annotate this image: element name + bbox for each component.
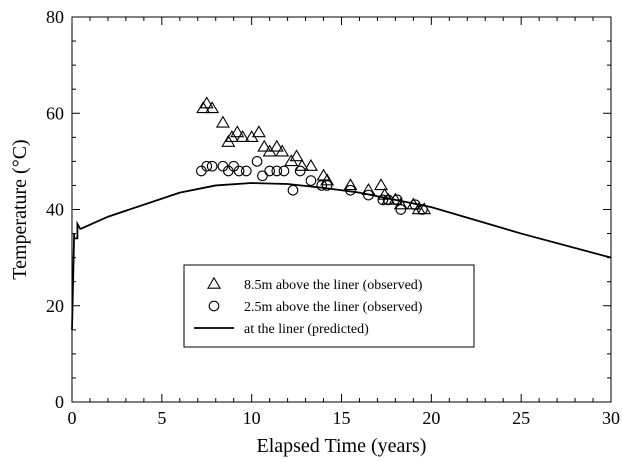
circle-point xyxy=(240,165,252,177)
circle-point xyxy=(377,194,389,206)
predicted-line xyxy=(71,182,612,330)
series-1 xyxy=(196,156,428,215)
circle-point xyxy=(271,165,283,177)
triangle-point xyxy=(230,125,245,138)
circle-point xyxy=(206,160,218,172)
legend-circle xyxy=(208,300,220,312)
x-tick-label: 10 xyxy=(243,408,261,428)
triangle-point xyxy=(215,115,230,128)
circle-point xyxy=(233,165,245,177)
data-series xyxy=(71,96,612,330)
circle-point xyxy=(316,180,328,191)
circle-point xyxy=(278,165,290,177)
x-tick-label: 15 xyxy=(333,408,351,428)
circle-point xyxy=(294,165,306,177)
series-0 xyxy=(196,96,432,215)
triangle-point xyxy=(275,144,290,157)
legend-label-circle: 2.5m above the liner (observed) xyxy=(244,300,423,315)
x-axis-label: Elapsed Time (years) xyxy=(257,435,427,457)
legend-triangle xyxy=(206,276,222,289)
triangle-point xyxy=(199,96,214,109)
x-tick-label: 5 xyxy=(157,408,166,428)
legend-marker-circle xyxy=(208,300,220,312)
circle-point xyxy=(264,165,275,177)
triangle-point xyxy=(320,173,335,186)
circle-point xyxy=(287,184,299,196)
legend-marker-triangle xyxy=(206,276,222,289)
triangle-point xyxy=(257,139,272,152)
legend-item-triangle: 8.5m above the liner (observed) xyxy=(206,276,423,293)
circle-point xyxy=(395,204,407,215)
axis-tick-labels: 0 5 10 15 20 25 30 0 20 40 60 80 xyxy=(46,7,620,428)
triangle-point xyxy=(393,197,408,210)
legend-label-line: at the liner (predicted) xyxy=(244,322,369,337)
x-tick-label: 30 xyxy=(602,408,620,428)
y-tick-label: 80 xyxy=(46,7,64,27)
x-tick-label: 0 xyxy=(68,408,77,428)
y-tick-label: 0 xyxy=(55,392,64,412)
y-axis-label: Temperature (°C) xyxy=(9,139,31,279)
series-2 xyxy=(71,182,612,330)
circle-point xyxy=(321,180,333,191)
triangle-point xyxy=(289,149,304,162)
axis-ticks xyxy=(71,16,612,403)
x-tick-label: 25 xyxy=(512,408,530,428)
triangle-point xyxy=(303,158,318,171)
triangle-point xyxy=(235,130,250,143)
y-tick-label: 20 xyxy=(46,296,64,316)
legend-label-triangle: 8.5m above the liner (observed) xyxy=(244,278,423,293)
y-tick-label: 60 xyxy=(46,103,64,123)
triangle-point xyxy=(251,125,266,138)
legend-box xyxy=(183,264,475,348)
y-tick-label: 40 xyxy=(46,200,64,220)
circle-point xyxy=(201,160,213,172)
triangle-point xyxy=(205,101,220,114)
circle-point xyxy=(257,170,268,182)
circle-point xyxy=(305,175,317,186)
x-tick-label: 20 xyxy=(422,408,440,428)
triangle-point xyxy=(294,158,309,171)
legend: 8.5m above the liner (observed) 2.5m abo… xyxy=(183,264,475,348)
legend-item-line: at the liner (predicted) xyxy=(194,322,369,337)
legend-item-circle: 2.5m above the liner (observed) xyxy=(208,300,423,315)
circle-point xyxy=(251,156,263,167)
triangle-point xyxy=(343,178,358,191)
triangle-point xyxy=(269,139,284,152)
triangle-point xyxy=(374,178,389,191)
